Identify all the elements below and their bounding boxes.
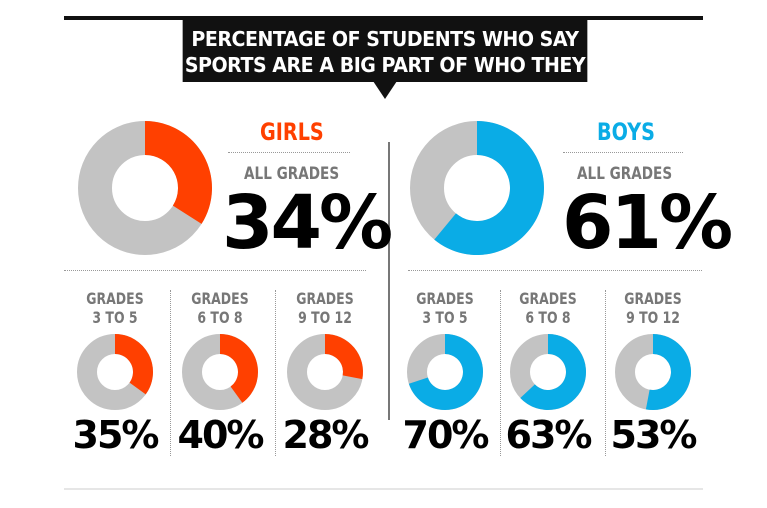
donut-value-segment — [408, 334, 483, 410]
divider-dots — [563, 152, 683, 153]
donut-value-segment — [645, 334, 691, 410]
title-line-1: PERCENTAGE OF STUDENTS WHO SAY — [191, 27, 579, 51]
grade-percent: 28% — [282, 413, 370, 457]
title-pointer — [373, 81, 397, 99]
donut-value-segment — [220, 334, 258, 403]
boys-all-grades-value: 61% — [562, 180, 733, 266]
boys-grade-donut — [407, 334, 483, 410]
donut-value-segment — [325, 334, 363, 380]
boys-grade-donut — [615, 334, 691, 410]
grade-label-line2: 9 TO 12 — [626, 308, 680, 327]
grade-label-line2: 6 TO 8 — [525, 308, 571, 327]
grade-label-line2: 3 TO 5 — [92, 308, 138, 327]
chart-title: PERCENTAGE OF STUDENTS WHO SAY SPORTS AR… — [182, 20, 588, 103]
girls-all-grades-donut — [78, 121, 212, 255]
grade-percent: 70% — [402, 413, 490, 457]
girls-all-grades-label: ALL GRADES — [244, 164, 340, 184]
divider-dots — [228, 152, 350, 153]
girls-grade-donut — [77, 334, 153, 410]
grade-label-line1: GRADES — [624, 289, 682, 308]
grade-label-line2: 3 TO 5 — [422, 308, 468, 327]
grade-label-line1: GRADES — [416, 289, 474, 308]
column-divider — [170, 290, 171, 456]
title-line-2: SPORTS ARE A BIG PART OF WHO THEY ARE — [184, 53, 586, 103]
girls-label: GIRLS — [260, 118, 324, 146]
boys-grade-donut — [510, 334, 586, 410]
grade-label-line2: 9 TO 12 — [298, 308, 352, 327]
donut-value-segment — [520, 334, 586, 410]
grade-label-line1: GRADES — [86, 289, 144, 308]
grade-label: GRADES 3 TO 5 — [70, 289, 160, 327]
column-divider — [275, 290, 276, 456]
grade-label-line1: GRADES — [519, 289, 577, 308]
boys-all-grades-donut — [410, 121, 544, 255]
girls-all-grades-value: 34% — [222, 180, 393, 266]
donut-value-segment — [115, 334, 153, 395]
grade-label: GRADES 3 TO 5 — [400, 289, 490, 327]
boys-label: BOYS — [597, 118, 656, 146]
top-rule — [64, 16, 703, 20]
grade-percent: 53% — [610, 413, 698, 457]
grade-label-line1: GRADES — [191, 289, 249, 308]
girls-grade-donut — [287, 334, 363, 410]
grade-percent: 40% — [177, 413, 265, 457]
grade-label: GRADES 6 TO 8 — [503, 289, 593, 327]
donut-value-segment — [145, 121, 212, 224]
grade-label: GRADES 9 TO 12 — [608, 289, 698, 327]
grade-label-line2: 6 TO 8 — [197, 308, 243, 327]
grade-label: GRADES 6 TO 8 — [175, 289, 265, 327]
bottom-rule — [64, 488, 703, 490]
gender-divider — [388, 142, 390, 420]
column-divider — [500, 290, 501, 456]
divider-dots — [408, 270, 702, 271]
grade-label-line1: GRADES — [296, 289, 354, 308]
donut-value-segment — [434, 121, 544, 255]
grade-percent: 35% — [72, 413, 160, 457]
grade-label: GRADES 9 TO 12 — [280, 289, 370, 327]
divider-dots — [64, 270, 366, 271]
boys-all-grades-label: ALL GRADES — [577, 164, 673, 184]
girls-grade-donut — [182, 334, 258, 410]
column-divider — [605, 290, 606, 456]
grade-percent: 63% — [505, 413, 593, 457]
